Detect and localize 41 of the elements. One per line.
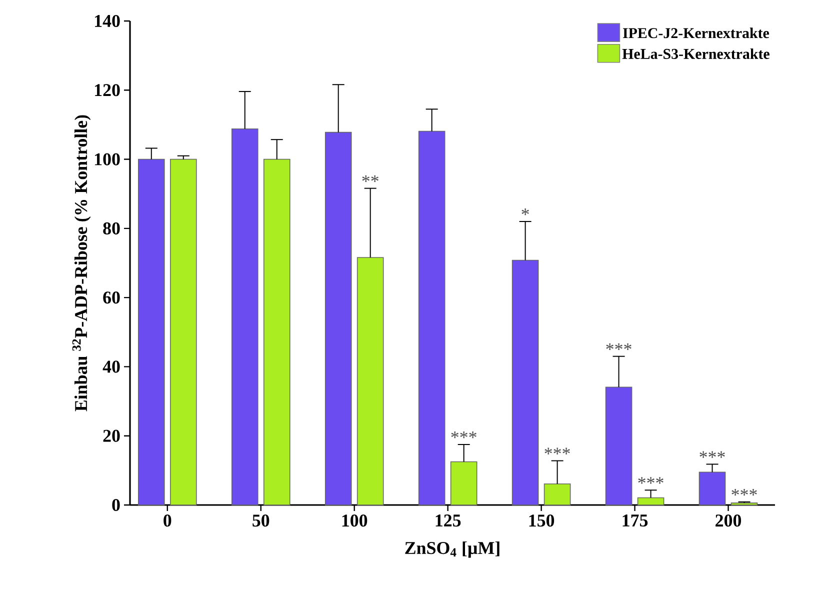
annotation: * bbox=[522, 208, 529, 216]
x-tick-label: 175 bbox=[622, 514, 648, 527]
y-tick-label: 120 bbox=[95, 84, 120, 96]
x-tick-label: 0 bbox=[164, 514, 172, 527]
bar bbox=[231, 128, 258, 506]
annotation: *** bbox=[544, 448, 570, 454]
legend-label: IPEC-J2-Kernextrakte bbox=[622, 28, 770, 38]
bar bbox=[450, 461, 478, 506]
y-tick-label: 0 bbox=[112, 498, 120, 512]
bar bbox=[605, 386, 632, 506]
x-tick-label: 125 bbox=[436, 514, 461, 527]
bar bbox=[138, 158, 165, 506]
y-tick-label: 140 bbox=[95, 14, 120, 28]
annotation: *** bbox=[700, 451, 725, 458]
y-tick-label: 40 bbox=[102, 360, 120, 373]
x-tick-label: 100 bbox=[342, 514, 368, 527]
y-tick-label: 80 bbox=[103, 222, 120, 234]
x-tick-label: 150 bbox=[529, 514, 554, 527]
bar bbox=[637, 497, 664, 506]
y-tick-label: 20 bbox=[103, 430, 120, 442]
bar bbox=[698, 472, 726, 506]
bar bbox=[418, 130, 446, 506]
bar bbox=[263, 158, 290, 506]
y-tick-label: 60 bbox=[103, 292, 120, 304]
annotation: *** bbox=[606, 343, 632, 350]
bar bbox=[544, 484, 571, 506]
y-tick-label: 100 bbox=[95, 153, 120, 166]
annotation: *** bbox=[638, 477, 664, 484]
bar bbox=[730, 502, 758, 506]
legend-label: HeLa-S3-Kernextrakte bbox=[622, 48, 770, 59]
x-tick-label: 200 bbox=[716, 514, 742, 527]
y-axis-title: Einbau $^{32}$P-ADP-Ribose (% Kontrolle) bbox=[72, 115, 91, 412]
annotation: *** bbox=[732, 488, 757, 496]
annotation: ** bbox=[362, 175, 378, 182]
annotation: *** bbox=[451, 432, 476, 438]
bar bbox=[170, 158, 197, 506]
bar bbox=[356, 257, 384, 506]
x-tick-label: 50 bbox=[252, 514, 270, 527]
bar bbox=[324, 132, 352, 506]
bar bbox=[512, 260, 539, 506]
x-axis-title: ZnSO$_{4}$ [µM] bbox=[405, 541, 500, 558]
